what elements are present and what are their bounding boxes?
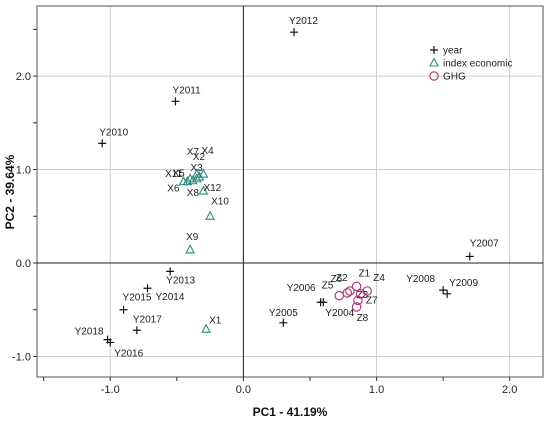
y-axis-title: PC2 - 39.64% (3, 154, 17, 229)
y-tick-label: 0.0 (16, 258, 31, 270)
legend: year index economic GHG (429, 46, 512, 83)
point-label-x12: X12 (203, 183, 221, 194)
point-ghg-z2 (345, 286, 355, 296)
point-year-y2007 (465, 252, 474, 261)
x-axis-title: PC1 - 41.19% (253, 405, 328, 419)
point-ghg-z3 (355, 289, 366, 299)
plot-frame (36, 5, 544, 378)
point-ghg-z1 (351, 281, 362, 292)
point-ghg-z6 (342, 288, 353, 298)
legend-marker-index-economic (429, 57, 439, 67)
point-index-economic-x10 (205, 210, 216, 220)
point-label-x10: X10 (211, 196, 229, 207)
point-index-economic-x6 (178, 176, 189, 186)
grid-lines (37, 6, 543, 377)
point-label-x11: X11 (165, 169, 182, 180)
point-label-y2015: Y2015 (123, 293, 152, 304)
point-label-y2014: Y2014 (156, 292, 185, 303)
point-index-economic-x11 (185, 173, 196, 183)
point-label-y2011: Y2011 (172, 85, 201, 96)
y-tick-label: 2.0 (16, 71, 31, 83)
point-year-y2011 (171, 97, 180, 106)
point-label-x3: X3 (190, 163, 203, 174)
point-year-y2015 (119, 305, 128, 314)
point-label-y2013: Y2013 (166, 275, 195, 286)
point-label-y2012: Y2012 (289, 16, 318, 27)
point-label-x2: X2 (193, 152, 206, 163)
point-label-y2018: Y2018 (75, 327, 104, 338)
point-label-z2: Z2 (336, 273, 348, 284)
point-year-y2008 (439, 286, 448, 295)
point-index-economic-x9 (185, 244, 196, 254)
zero-axis-lines (37, 6, 543, 377)
point-label-x6: X6 (167, 184, 180, 195)
point-year-y2006 (316, 298, 325, 307)
y-tick-label: 1.0 (16, 165, 31, 177)
point-ghg-z7 (353, 295, 363, 306)
point-year-y2010 (98, 139, 107, 148)
point-label-z3: Z3 (357, 290, 369, 301)
legend-label-ghg: GHG (443, 72, 466, 83)
axis-ticks: -1.0 0.0 1.0 2.0 -1.0 0.0 1.0 2.0 (12, 28, 517, 396)
point-label-y2006: Y2006 (287, 283, 316, 294)
point-label-z1: Z1 (359, 268, 371, 279)
x-tick-label: 1.0 (369, 384, 384, 396)
point-ghg-z5 (334, 290, 345, 301)
x-tick-label: 2.0 (502, 384, 517, 396)
point-label-x9: X9 (186, 232, 199, 243)
point-index-economic-x12 (198, 185, 209, 195)
point-year-y2005 (279, 318, 288, 327)
point-label-y2008: Y2008 (406, 274, 435, 285)
point-year-y2014 (143, 284, 152, 293)
point-label-z8: Z8 (357, 313, 369, 324)
point-year-y2018 (103, 335, 112, 344)
point-year-y2013 (166, 267, 175, 276)
point-label-z6: Z6 (331, 274, 343, 285)
point-index-economic-x7 (191, 173, 202, 183)
point-index-economic-x8 (187, 175, 198, 185)
point-label-y2007: Y2007 (470, 238, 499, 249)
point-label-z4: Z4 (373, 273, 385, 284)
point-index-economic-x1 (201, 323, 212, 333)
data-points: Y2004 Y2005 Y2006 Y2007 Y2008 Y2009 Y2010 Y2011… (75, 16, 499, 359)
point-ghg-z4 (362, 286, 373, 296)
x-tick-label: -1.0 (101, 384, 120, 396)
point-label-y2017: Y2017 (133, 314, 162, 325)
legend-marker-ghg (429, 71, 439, 81)
point-label-y2010: Y2010 (99, 127, 128, 138)
legend-marker-year (430, 46, 438, 54)
point-year-y2012 (289, 28, 298, 37)
point-label-y2005: Y2005 (269, 308, 298, 319)
point-label-z7: Z7 (366, 295, 378, 306)
point-label-x7: X7 (187, 147, 200, 158)
point-ghg-z8 (351, 302, 362, 312)
point-index-economic-x4 (198, 168, 209, 178)
point-label-y2004: Y2004 (325, 308, 354, 319)
point-label-y2016: Y2016 (114, 348, 143, 359)
point-year-y2009 (443, 289, 452, 298)
point-year-y2017 (132, 326, 141, 335)
point-label-x4: X4 (201, 146, 214, 157)
point-label-z5: Z5 (322, 281, 334, 292)
x-tick-label: 0.0 (236, 384, 251, 396)
legend-label-index-economic: index economic (443, 59, 512, 70)
point-label-x8: X8 (187, 188, 200, 199)
point-label-x1: X1 (209, 315, 222, 326)
legend-label-year: year (443, 46, 463, 57)
point-label-x5: X5 (172, 169, 185, 180)
y-tick-label: -1.0 (12, 351, 31, 363)
point-label-y2009: Y2009 (449, 278, 478, 289)
